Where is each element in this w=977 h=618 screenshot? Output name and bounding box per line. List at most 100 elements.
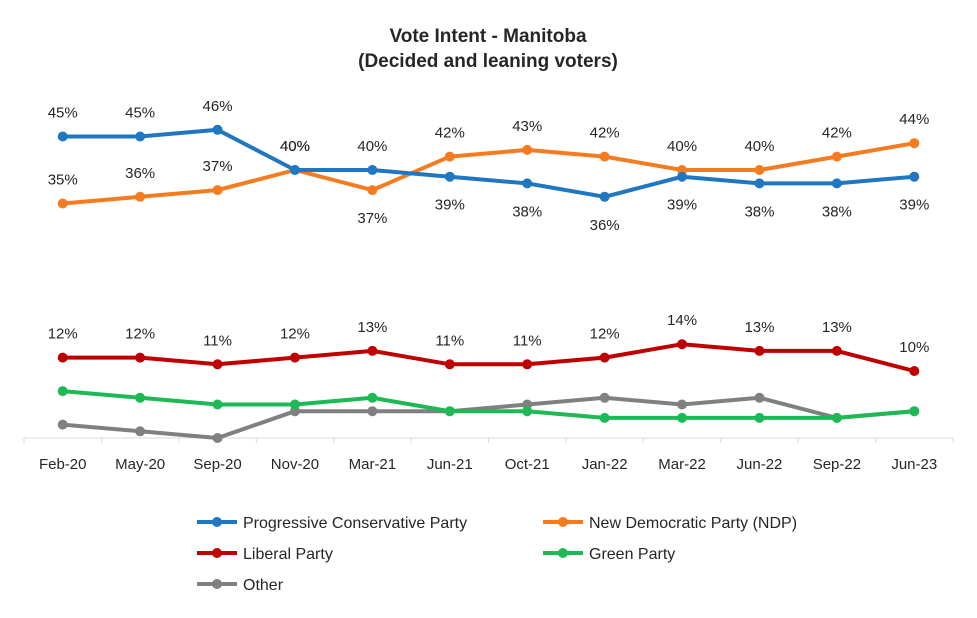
data-point <box>909 366 920 376</box>
data-label: 38% <box>744 203 774 220</box>
data-label: 12% <box>590 326 620 343</box>
data-point <box>444 151 455 162</box>
data-label: 42% <box>590 125 620 142</box>
legend-swatch-marker <box>212 579 222 589</box>
data-label: 40% <box>357 138 387 155</box>
data-label-layer: 45% 45% 46% 40% 40% 39% 38% 36% 39% 38% 38% 39% 35% 3… <box>48 98 930 356</box>
x-tick-label: Jun-23 <box>891 456 937 473</box>
legend-item: New Democratic Party (NDP) <box>543 515 797 532</box>
series-line <box>60 389 917 420</box>
data-label: 40% <box>744 138 774 155</box>
legend-label: New Democratic Party (NDP) <box>589 515 797 532</box>
x-tick-label: Jun-22 <box>737 456 783 473</box>
data-label: 43% <box>512 118 542 135</box>
data-point <box>367 345 378 356</box>
x-tick-label: Jun-21 <box>427 456 473 473</box>
data-label: 13% <box>357 319 387 336</box>
data-point <box>135 191 146 202</box>
series-line <box>60 127 917 199</box>
chart-title: Vote Intent - Manitoba <box>389 26 586 47</box>
data-label: 11% <box>513 332 542 349</box>
x-tick-label: Sep-22 <box>813 456 861 473</box>
data-point <box>212 185 223 196</box>
data-point <box>289 399 300 410</box>
data-label: 44% <box>899 111 929 128</box>
data-label: 12% <box>280 326 310 343</box>
data-label: 37% <box>357 210 387 227</box>
data-point <box>212 359 223 370</box>
data-point <box>754 165 765 175</box>
series-line <box>60 395 917 440</box>
x-tick-label: Oct-21 <box>505 456 550 473</box>
data-point <box>135 131 146 142</box>
data-point <box>909 171 920 182</box>
data-point <box>367 185 378 196</box>
data-point <box>135 426 146 437</box>
legend-label: Green Party <box>589 546 675 563</box>
legend-item: Liberal Party <box>197 546 333 563</box>
legend-item: Green Party <box>543 546 675 563</box>
x-axis-ticks: Feb-20 May-20 Sep-20 Nov-20 Mar-21 Jun-21 Oct-… <box>23 438 954 473</box>
legend-item: Progressive Conservative Party <box>197 515 467 532</box>
data-point <box>754 412 765 423</box>
data-label: 12% <box>48 326 78 343</box>
data-point <box>909 138 920 149</box>
data-point <box>444 359 455 370</box>
data-point <box>677 171 688 182</box>
x-tick-label: Mar-22 <box>658 456 706 473</box>
data-label: 38% <box>822 203 852 220</box>
x-tick-label: Feb-20 <box>39 456 87 473</box>
x-tick-label: Mar-21 <box>349 456 397 473</box>
data-point <box>367 406 378 417</box>
data-point <box>754 345 765 356</box>
data-point <box>831 151 842 162</box>
data-point <box>57 131 68 142</box>
data-point <box>522 359 533 370</box>
legend-swatch-marker <box>558 548 568 558</box>
data-label: 39% <box>435 197 465 214</box>
data-point <box>522 406 533 417</box>
data-label: 38% <box>512 203 542 220</box>
data-point <box>599 392 610 403</box>
data-label: 40% <box>280 138 310 155</box>
data-point <box>212 433 223 443</box>
data-point <box>599 412 610 423</box>
data-point <box>367 165 378 175</box>
data-label: 13% <box>822 319 852 336</box>
data-point <box>57 419 68 430</box>
data-label: 37% <box>203 158 233 175</box>
data-label: 39% <box>899 197 929 214</box>
data-label: 36% <box>125 165 155 182</box>
data-point <box>677 339 688 350</box>
data-label: 42% <box>822 125 852 142</box>
data-label: 14% <box>667 312 697 329</box>
data-label: 39% <box>667 197 697 214</box>
data-point <box>599 191 610 202</box>
legend-label: Other <box>243 577 284 594</box>
data-point <box>444 171 455 182</box>
data-point <box>754 392 765 403</box>
data-point <box>522 144 533 155</box>
data-point <box>135 392 146 403</box>
legend: Progressive Conservative Party New Democr… <box>197 515 797 594</box>
data-point <box>367 392 378 403</box>
data-label: 13% <box>744 319 774 336</box>
data-label: 11% <box>203 332 232 349</box>
data-label: 46% <box>203 98 233 115</box>
data-label: 42% <box>435 125 465 142</box>
series-line <box>60 342 917 373</box>
x-tick-label: May-20 <box>115 456 165 473</box>
data-point <box>599 151 610 162</box>
data-point <box>57 352 68 363</box>
data-point <box>212 124 223 135</box>
data-point <box>289 165 300 175</box>
data-label: 11% <box>435 332 464 349</box>
data-point <box>677 399 688 410</box>
data-point <box>444 406 455 417</box>
legend-label: Progressive Conservative Party <box>243 515 467 532</box>
data-label: 45% <box>48 105 78 122</box>
legend-swatch-marker <box>212 548 222 558</box>
data-label: 12% <box>125 326 155 343</box>
